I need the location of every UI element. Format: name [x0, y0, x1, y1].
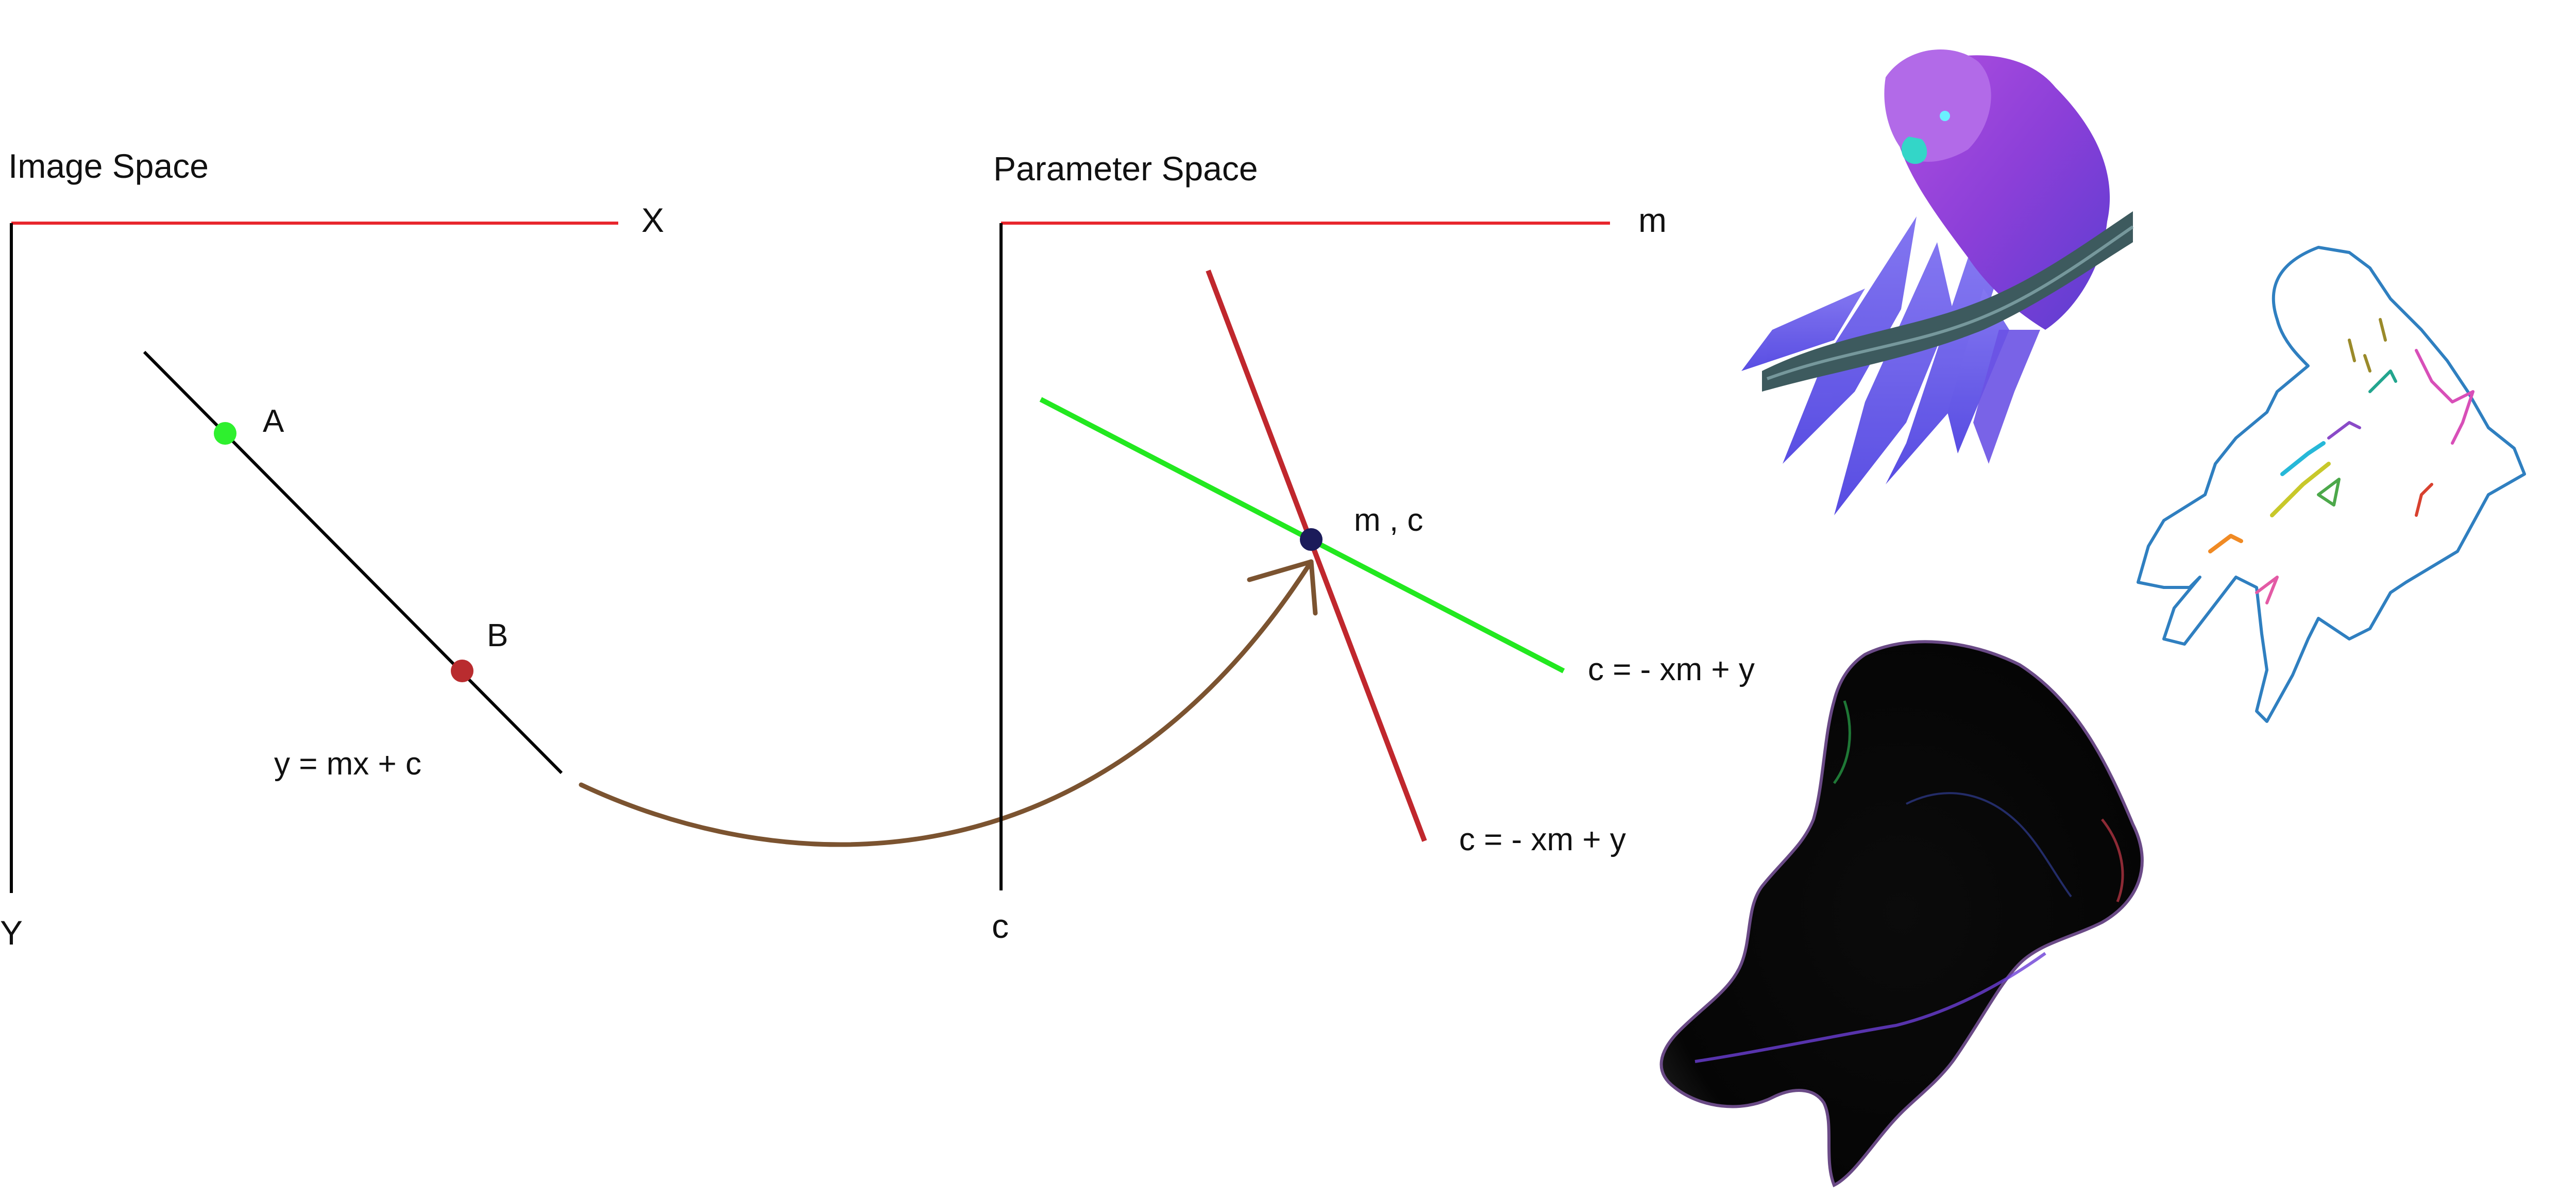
- image-line-equation: y = mx + c: [274, 746, 421, 782]
- contour-cyan: [2280, 441, 2326, 476]
- parrot-tail: [1973, 330, 2040, 464]
- contour-yellow: [2270, 462, 2331, 517]
- image-space-panel: Image Space X Y A B y = mx + c: [0, 147, 664, 952]
- arrow-head-icon: [1247, 559, 1318, 616]
- gradient-edge-red: [2101, 818, 2124, 902]
- gradient-silhouette: [1659, 640, 2144, 1188]
- parameter-space-panel: Parameter Space m c m , c c = - xm + y c…: [992, 149, 1755, 945]
- red-line-equation: c = - xm + y: [1459, 822, 1626, 857]
- intersection-label: m , c: [1354, 502, 1423, 538]
- parrot-beak: [1901, 137, 1927, 164]
- contour-orange: [2208, 534, 2243, 553]
- transform-arrow: [579, 559, 1318, 847]
- parameter-space-title: Parameter Space: [993, 149, 1258, 188]
- contour-magenta: [2415, 349, 2475, 445]
- parrot-gradient-image: [1659, 640, 2144, 1188]
- parrot-edge-contours: [2137, 246, 2526, 723]
- point-b: [451, 660, 473, 682]
- parameter-space-m-label: m: [1638, 201, 1667, 239]
- point-a: [214, 422, 236, 445]
- image-space-title: Image Space: [8, 147, 209, 185]
- gradient-edge-purple: [1694, 952, 2046, 1063]
- parrot-branch-highlight: [1766, 225, 2134, 380]
- transform-arrow-curve: [579, 559, 1314, 847]
- intersection-point: [1300, 528, 1323, 551]
- point-a-label: A: [263, 403, 284, 439]
- contour-green: [2317, 478, 2341, 507]
- gradient-edge-green: [1833, 700, 1851, 784]
- gradient-edge-blue: [1906, 792, 2072, 898]
- parrot-branch: [1762, 211, 2133, 392]
- green-line-equation: c = - xm + y: [1588, 652, 1755, 687]
- image-space-y-label: Y: [0, 914, 23, 952]
- parrot-head: [1884, 49, 1991, 162]
- contour-teal: [2368, 369, 2397, 393]
- contour-olive: [2348, 318, 2387, 373]
- image-space-x-label: X: [641, 201, 664, 239]
- contour-outline: [2137, 246, 2526, 723]
- contour-pink: [2255, 576, 2279, 604]
- parrot-eye: [1940, 111, 1950, 121]
- parameter-space-c-label: c: [992, 907, 1009, 945]
- contour-purple: [2327, 421, 2361, 440]
- red-parameter-line: [1206, 269, 1427, 842]
- contour-red: [2415, 483, 2433, 517]
- image-space-line: [143, 350, 563, 774]
- point-b-label: B: [487, 618, 508, 653]
- parrot-photo-image: [1741, 49, 2134, 515]
